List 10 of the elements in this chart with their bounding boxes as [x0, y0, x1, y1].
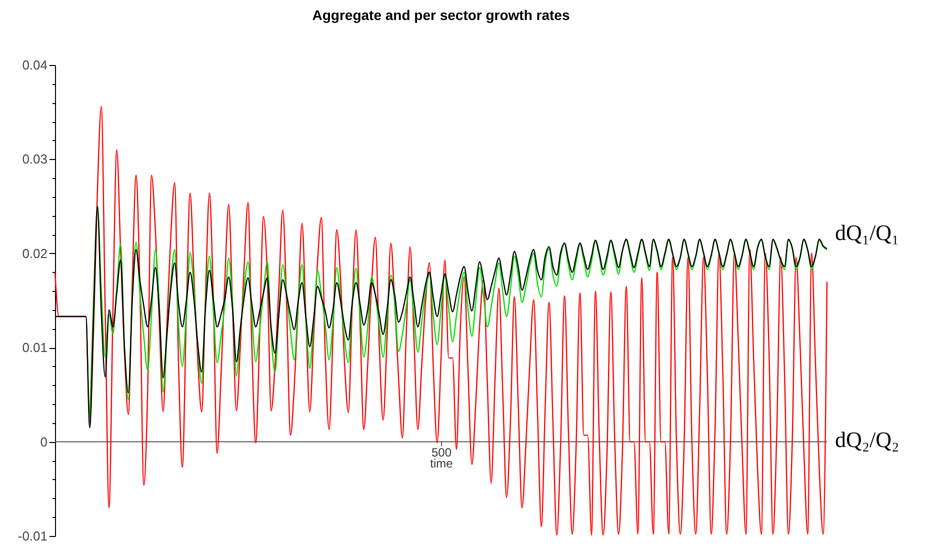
y-tick-label: -0.01: [18, 528, 48, 544]
y-tick-label: 0.03: [22, 152, 48, 167]
y-tick-label: 0.01: [22, 340, 48, 356]
y-tick-label: 0: [40, 434, 48, 450]
y-tick-label: 0.02: [22, 246, 48, 261]
text: dQ₁/Q₁: [835, 220, 900, 245]
chart-title: Aggregate and per sector growth rates: [312, 7, 570, 23]
text: dQ₂/Q₂: [835, 427, 900, 452]
line-series: [54, 106, 828, 536]
y-tick-label: 0.04: [22, 58, 48, 72]
